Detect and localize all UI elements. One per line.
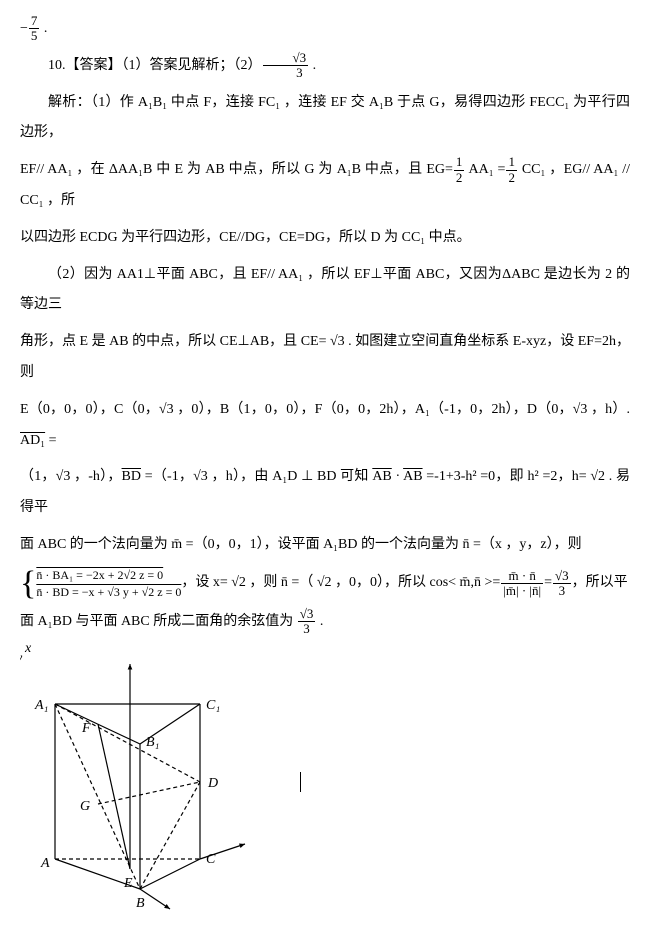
text: （2）因为 AA1⊥平面 ABC，且 EF// AA₁ ，所以 EF⊥平面 AB…	[20, 267, 630, 313]
text: AA₁ =	[465, 162, 505, 177]
brace-system: { n̄ · BA₁ = −2x + 2√2 z = 0 n̄ · BD = −…	[20, 567, 181, 601]
line-4: 以四边形 ECDG 为平行四边形，CE//DG，CE=DG，所以 D 为 CC₁…	[20, 223, 630, 254]
svg-text:C₁: C₁	[206, 698, 220, 713]
svg-text:C: C	[206, 852, 216, 867]
text: .	[309, 58, 316, 73]
line-2: 解析：（1）作 A₁B₁ 中点 F，连接 FC₁ ，连接 EF 交 A₁B 于点…	[20, 88, 630, 150]
svg-text:B: B	[136, 896, 145, 911]
text: =	[544, 568, 552, 599]
text: 10.【答案】（1）答案见解析；（2）	[48, 58, 262, 73]
text: E（0，0，0），C（0，√3 ，0），B（1，0，0），F（0，0，2h），A…	[20, 402, 630, 417]
prism-figure: zyxA₁B₁C₁ABCDEFG	[20, 644, 270, 924]
equation-1: n̄ · BA₁ = −2x + 2√2 z = 0	[36, 568, 163, 582]
line-7: E（0，0，0），C（0，√3 ，0），B（1，0，0），F（0，0，2h），A…	[20, 395, 630, 457]
fraction: √33	[263, 51, 309, 81]
fraction: √33	[553, 569, 571, 599]
svg-text:y: y	[20, 651, 23, 666]
svg-text:A: A	[40, 856, 50, 871]
text: 解析：（1）作 A₁B₁ 中点 F，连接 FC₁ ，连接 EF 交 A₁B 于点…	[20, 95, 630, 141]
fraction: m̄ · n̄|m̄| · |n̄|	[501, 569, 543, 599]
text: 以四边形 ECDG 为平行四边形，CE//DG，CE=DG，所以 D 为 CC₁…	[20, 230, 471, 245]
text: =	[45, 433, 56, 448]
svg-text:G: G	[80, 799, 90, 814]
svg-text:B₁: B₁	[146, 735, 159, 750]
brace-icon: {	[20, 567, 36, 601]
line-3: EF// AA₁ ，在 ΔAA₁B 中 E 为 AB 中点，所以 G 为 A₁B…	[20, 155, 630, 217]
line-0: −75 .	[20, 14, 630, 45]
line-9: 面 ABC 的一个法向量为 m̄ =（0，0，1），设平面 A₁BD 的一个法向…	[20, 530, 630, 561]
text-cursor	[300, 772, 301, 792]
text: ·	[392, 469, 403, 484]
figure-row: zyxA₁B₁C₁ABCDEFG	[20, 644, 630, 924]
text: （1，√3 ，-h），	[20, 469, 122, 484]
svg-text:E: E	[123, 876, 133, 891]
text: 角形，点 E 是 AB 的中点，所以 CE⊥AB，且 CE= √3 . 如图建立…	[20, 334, 630, 380]
line-8: （1，√3 ，-h），BD =（-1，√3 ，h），由 A₁D ⊥ BD 可知 …	[20, 462, 630, 524]
fraction: 12	[506, 155, 517, 185]
text: −	[20, 21, 28, 36]
vector-AB2: AB	[403, 469, 422, 484]
text: ，设 x= √2 ，则 n̄ =（ √2 ，0，0），所以 cos< m̄,n̄…	[181, 568, 500, 599]
vector-BD: BD	[122, 469, 141, 484]
line-5: （2）因为 AA1⊥平面 ABC，且 EF// AA₁ ，所以 EF⊥平面 AB…	[20, 260, 630, 322]
text: =（-1，√3 ，h），由 A₁D ⊥ BD 可知	[141, 469, 372, 484]
fraction: √33	[298, 607, 316, 637]
equation-2: n̄ · BD = −x + √3 y + √2 z = 0	[36, 585, 181, 599]
text: ，所以平	[572, 568, 628, 599]
svg-text:x: x	[24, 644, 32, 656]
svg-text:D: D	[207, 776, 218, 791]
line-10: { n̄ · BA₁ = −2x + 2√2 z = 0 n̄ · BD = −…	[20, 567, 630, 601]
svg-text:A₁: A₁	[34, 698, 48, 713]
text: .	[316, 614, 323, 629]
fraction: 12	[454, 155, 465, 185]
svg-text:F: F	[81, 721, 91, 736]
line-11: 面 A₁BD 与平面 ABC 所成二面角的余弦值为 √33 .	[20, 607, 630, 638]
text: EF// AA₁ ，在 ΔAA₁B 中 E 为 AB 中点，所以 G 为 A₁B…	[20, 162, 453, 177]
vector-AD1: AD₁	[20, 433, 45, 448]
text: 面 A₁BD 与平面 ABC 所成二面角的余弦值为	[20, 614, 297, 629]
text: 面 ABC 的一个法向量为 m̄ =（0，0，1），设平面 A₁BD 的一个法向…	[20, 537, 582, 552]
vector-AB: AB	[372, 469, 391, 484]
line-6: 角形，点 E 是 AB 的中点，所以 CE⊥AB，且 CE= √3 . 如图建立…	[20, 327, 630, 389]
text: .	[40, 21, 47, 36]
line-1: 10.【答案】（1）答案见解析；（2）√33 .	[20, 51, 630, 82]
fraction: 75	[29, 14, 40, 44]
